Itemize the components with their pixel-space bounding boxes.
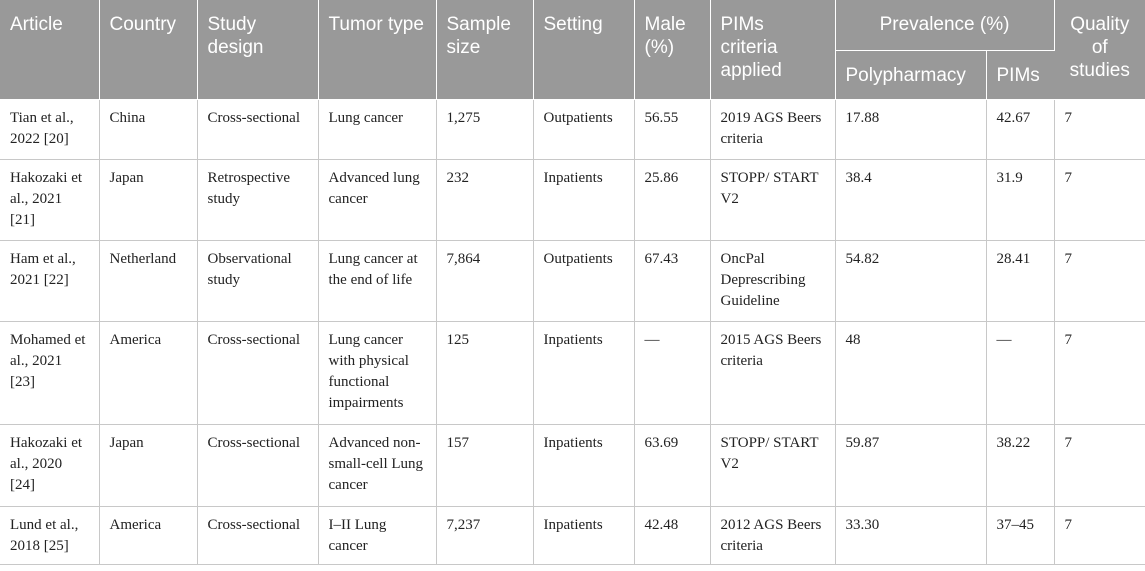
cell-article: Tian et al., 2022 [20] (0, 99, 100, 160)
cell-polypharmacy: 59.87 (835, 424, 987, 507)
table-row: Lund et al., 2018 [25] America Cross-sec… (0, 506, 1145, 565)
cell-sample: 157 (436, 424, 534, 507)
cell-design: Retrospective study (197, 159, 319, 241)
table-body: Tian et al., 2022 [20] China Cross-secti… (0, 99, 1145, 565)
cell-polypharmacy: 38.4 (835, 159, 987, 241)
cell-criteria: 2019 AGS Beers criteria (710, 99, 836, 160)
cell-male: 63.69 (634, 424, 711, 507)
cell-article: Hakozaki et al., 2021 [21] (0, 159, 100, 241)
header-article: Article (0, 0, 100, 100)
cell-article: Ham et al., 2021 [22] (0, 240, 100, 322)
cell-sample: 7,237 (436, 506, 534, 565)
cell-pims: — (986, 321, 1055, 425)
cell-polypharmacy: 48 (835, 321, 987, 425)
cell-article: Lund et al., 2018 [25] (0, 506, 100, 565)
cell-criteria: OncPal Deprescribing Guideline (710, 240, 836, 322)
table-row: Hakozaki et al., 2020 [24] Japan Cross-s… (0, 424, 1145, 507)
header-pims: PIMs (986, 50, 1055, 100)
cell-country: China (99, 99, 198, 160)
header-study-design: Study design (197, 0, 319, 100)
header-prevalence: Prevalence (%) (835, 0, 1055, 51)
header-tumor-type: Tumor type (318, 0, 437, 100)
cell-country: America (99, 321, 198, 425)
cell-country: Netherland (99, 240, 198, 322)
cell-country: Japan (99, 424, 198, 507)
cell-sample: 232 (436, 159, 534, 241)
cell-criteria: 2012 AGS Beers criteria (710, 506, 836, 565)
cell-tumor: Lung cancer at the end of life (318, 240, 437, 322)
cell-pims: 42.67 (986, 99, 1055, 160)
header-male: Male (%) (634, 0, 711, 100)
cell-sample: 125 (436, 321, 534, 425)
table-row: Mohamed et al., 2021 [23] America Cross-… (0, 321, 1145, 425)
cell-design: Cross-sectional (197, 99, 319, 160)
cell-tumor: Advanced non-small-cell Lung cancer (318, 424, 437, 507)
cell-male: 67.43 (634, 240, 711, 322)
cell-male: 42.48 (634, 506, 711, 565)
cell-tumor: I–II Lung cancer (318, 506, 437, 565)
cell-country: Japan (99, 159, 198, 241)
table-row: Tian et al., 2022 [20] China Cross-secti… (0, 99, 1145, 160)
cell-quality: 7 (1054, 240, 1145, 322)
cell-tumor: Lung cancer (318, 99, 437, 160)
header-country: Country (99, 0, 198, 100)
cell-criteria: 2015 AGS Beers criteria (710, 321, 836, 425)
cell-article: Mohamed et al., 2021 [23] (0, 321, 100, 425)
cell-design: Cross-sectional (197, 321, 319, 425)
cell-pims: 28.41 (986, 240, 1055, 322)
cell-design: Cross-sectional (197, 424, 319, 507)
cell-setting: Inpatients (533, 159, 635, 241)
cell-setting: Outpatients (533, 99, 635, 160)
cell-male: 56.55 (634, 99, 711, 160)
cell-male: 25.86 (634, 159, 711, 241)
table-row: Ham et al., 2021 [22] Netherland Observa… (0, 240, 1145, 322)
cell-criteria: STOPP/ START V2 (710, 424, 836, 507)
cell-pims: 37–45 (986, 506, 1055, 565)
cell-setting: Outpatients (533, 240, 635, 322)
header-quality: Quality of studies (1054, 0, 1145, 100)
cell-polypharmacy: 17.88 (835, 99, 987, 160)
cell-quality: 7 (1054, 424, 1145, 507)
cell-polypharmacy: 54.82 (835, 240, 987, 322)
cell-setting: Inpatients (533, 321, 635, 425)
cell-quality: 7 (1054, 321, 1145, 425)
cell-tumor: Advanced lung cancer (318, 159, 437, 241)
cell-design: Cross-sectional (197, 506, 319, 565)
cell-setting: Inpatients (533, 506, 635, 565)
cell-country: America (99, 506, 198, 565)
header-sample-size: Sample size (436, 0, 534, 100)
cell-male: — (634, 321, 711, 425)
cell-setting: Inpatients (533, 424, 635, 507)
cell-article: Hakozaki et al., 2020 [24] (0, 424, 100, 507)
cell-quality: 7 (1054, 506, 1145, 565)
cell-quality: 7 (1054, 159, 1145, 241)
cell-design: Observational study (197, 240, 319, 322)
cell-criteria: STOPP/ START V2 (710, 159, 836, 241)
cell-pims: 38.22 (986, 424, 1055, 507)
header-setting: Setting (533, 0, 635, 100)
cell-quality: 7 (1054, 99, 1145, 160)
cell-polypharmacy: 33.30 (835, 506, 987, 565)
header-polypharmacy: Polypharmacy (835, 50, 987, 100)
table-row: Hakozaki et al., 2021 [21] Japan Retrosp… (0, 159, 1145, 241)
table-header: Article Country Study design Tumor type … (0, 0, 1145, 100)
cell-sample: 1,275 (436, 99, 534, 160)
header-pims-criteria: PIMs criteria applied (710, 0, 836, 100)
cell-pims: 31.9 (986, 159, 1055, 241)
cell-sample: 7,864 (436, 240, 534, 322)
cell-tumor: Lung cancer with physical functional imp… (318, 321, 437, 425)
